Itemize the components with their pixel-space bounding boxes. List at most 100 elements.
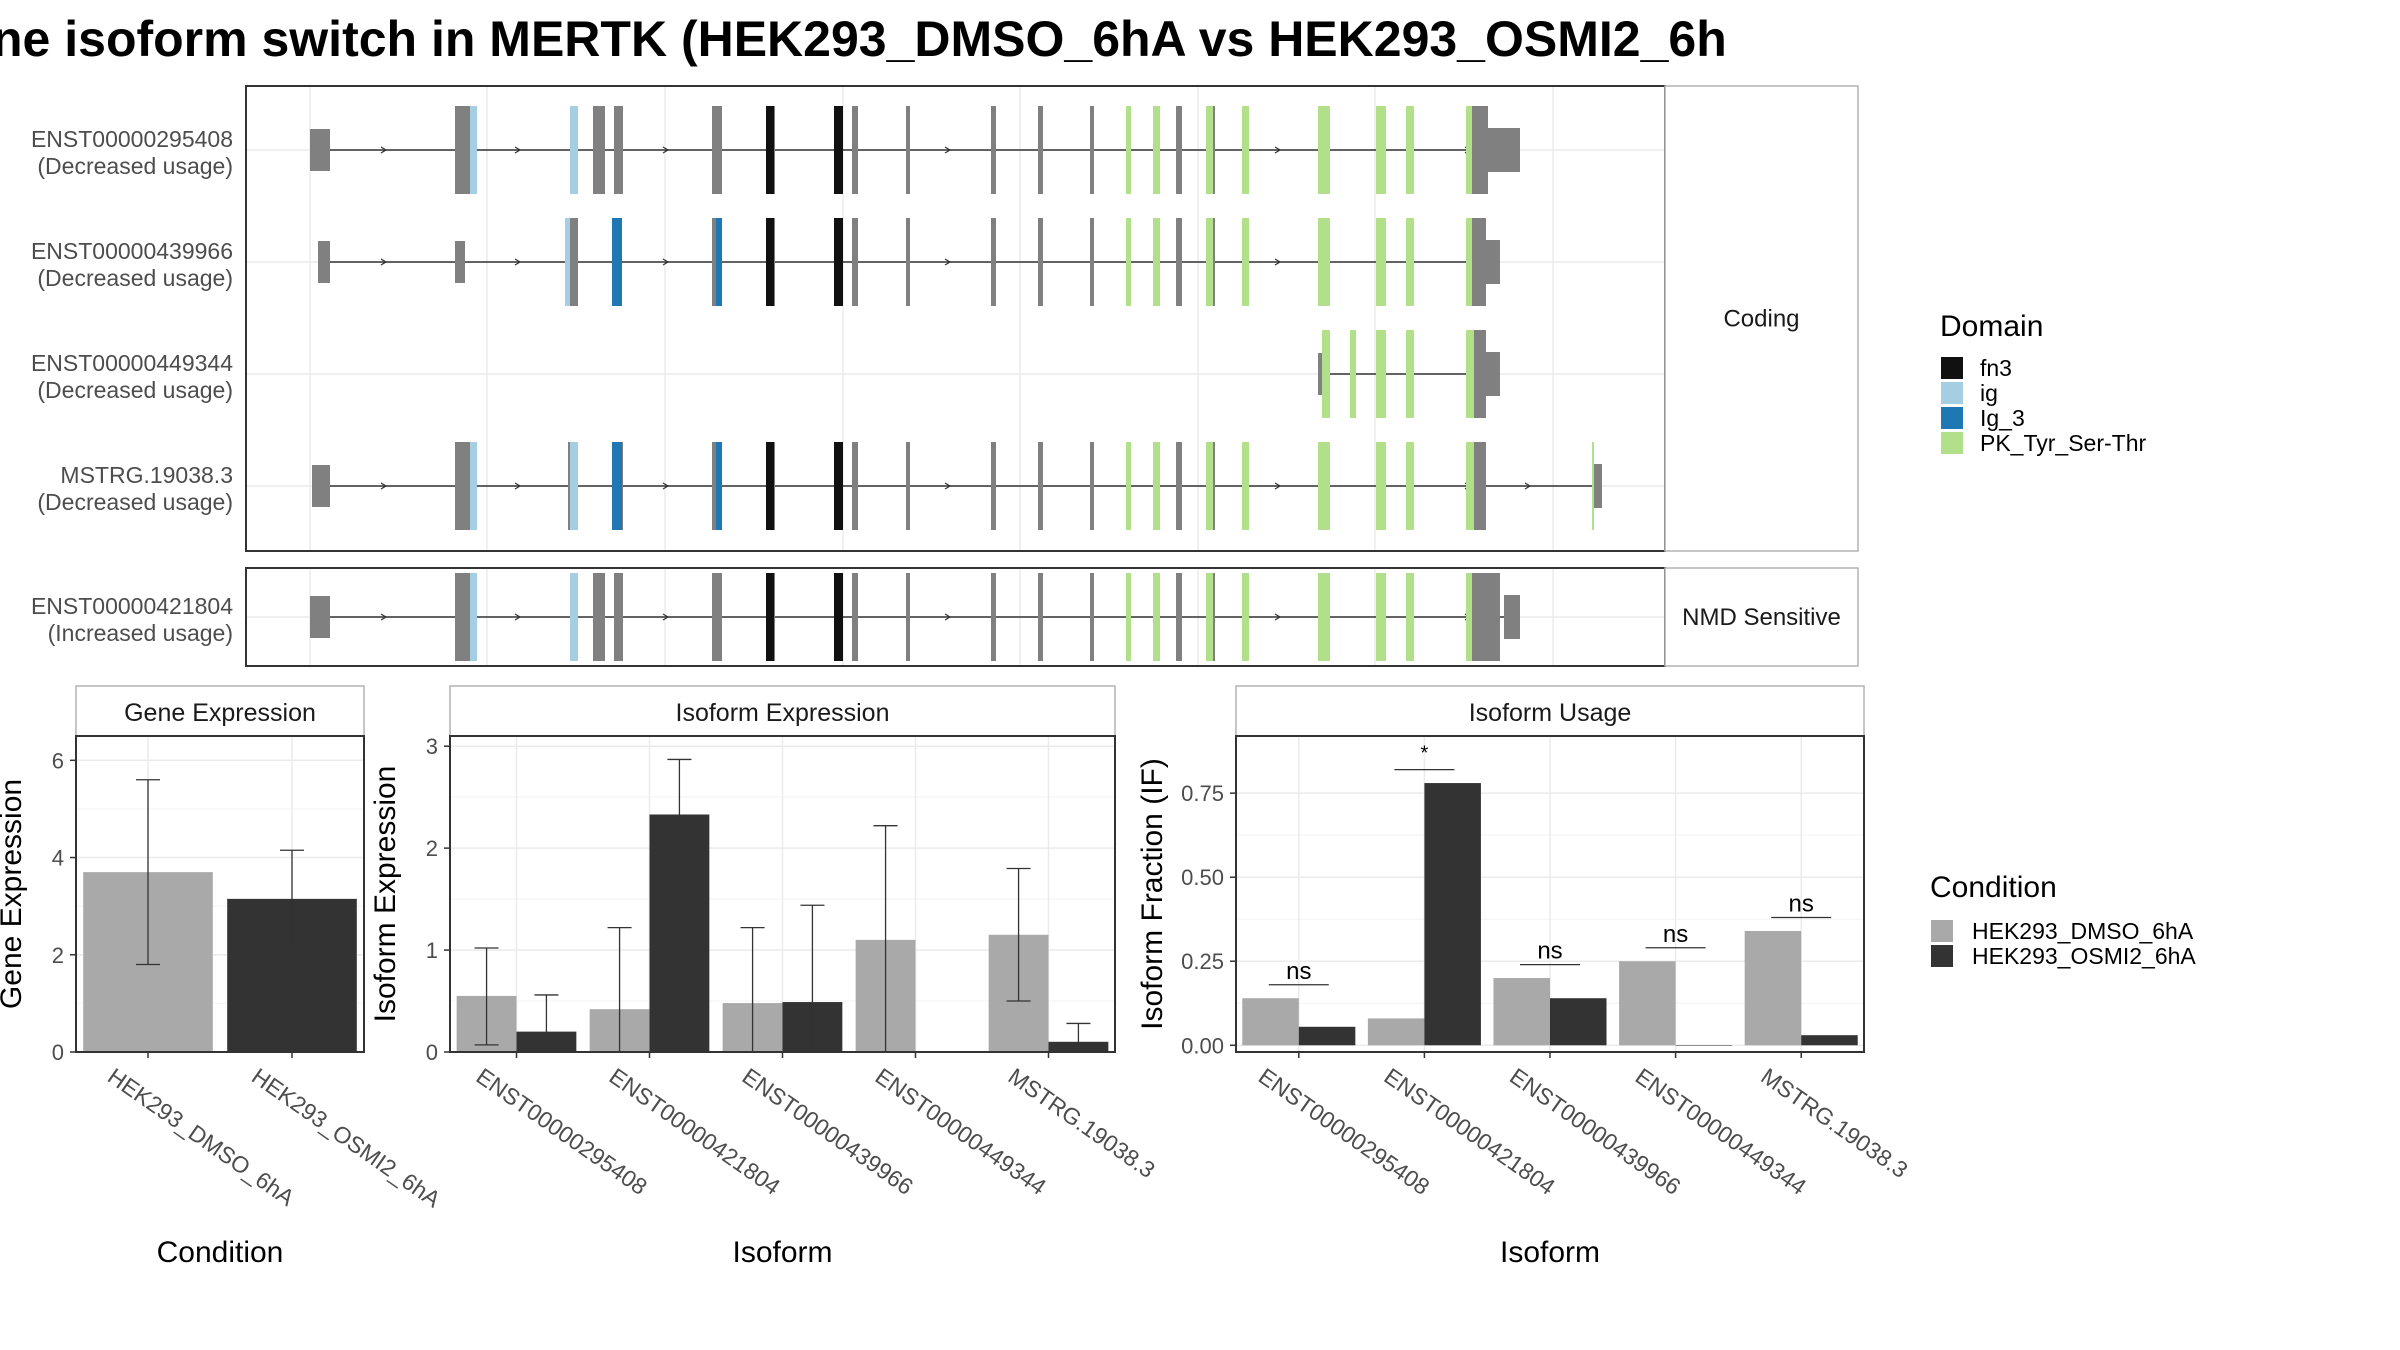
exon (1176, 218, 1182, 306)
exon (1176, 106, 1182, 194)
exon (1038, 573, 1043, 661)
x-axis-title: Condition (157, 1236, 284, 1269)
domain-region (1153, 573, 1160, 661)
y-axis-title: Gene Expression (0, 779, 28, 1009)
strand-arrow (514, 613, 522, 621)
strand-arrow (662, 146, 670, 154)
domain-region (1126, 442, 1131, 530)
y-tick-label: 1 (426, 938, 438, 963)
significance-label: * (1421, 743, 1429, 765)
chart-title: Isoform Expression (676, 699, 890, 727)
exon (614, 573, 623, 661)
bar (1801, 1035, 1858, 1046)
domain-region (1376, 573, 1386, 661)
domain-region (1466, 330, 1474, 418)
exon (906, 218, 910, 306)
exon (1318, 353, 1322, 395)
exon (1472, 442, 1486, 530)
strand-arrow (380, 482, 388, 490)
exon (593, 106, 605, 194)
exon-utr (1594, 464, 1602, 508)
domain-region (1376, 106, 1386, 194)
domain-region (565, 218, 570, 306)
bar (1424, 783, 1481, 1046)
y-tick-label: 0.50 (1181, 865, 1224, 890)
significance-label: ns (1286, 958, 1311, 985)
domain-region (766, 106, 774, 194)
track-label: ENST00000295408 (31, 126, 233, 152)
page-title: ne isoform switch in MERTK (HEK293_DMSO_… (0, 11, 1727, 67)
domain-region (766, 442, 774, 530)
domain-region (1406, 218, 1414, 306)
domain-region (470, 442, 477, 530)
domain-region (1153, 442, 1160, 530)
bar (1367, 1018, 1425, 1046)
exon-utr (1472, 218, 1486, 306)
exon (906, 442, 910, 530)
track-usage-label: (Decreased usage) (37, 153, 233, 179)
domain-region (1206, 442, 1213, 530)
domain-legend-swatch (1941, 357, 1963, 379)
strand-arrow (514, 258, 522, 266)
chart-strip (1235, 685, 1865, 737)
exon (1038, 442, 1043, 530)
condition-legend-swatch (1931, 920, 1953, 942)
strand-arrow (944, 482, 952, 490)
exon (991, 573, 996, 661)
domain-region (612, 442, 622, 530)
domain-region (1318, 218, 1330, 306)
domain-region (1322, 330, 1330, 418)
strand-arrow (944, 613, 952, 621)
strand-arrow (1524, 482, 1532, 490)
condition-legend-label: HEK293_DMSO_6hA (1972, 918, 2194, 944)
chart-panel: Isoform Expression0123ENST00000295408ENS… (369, 685, 1160, 1269)
exon (1176, 573, 1182, 661)
exon (568, 218, 578, 306)
domain-region (1376, 442, 1386, 530)
track-usage-label: (Decreased usage) (37, 377, 233, 403)
domain-region (1242, 218, 1249, 306)
domain-region (570, 106, 578, 194)
strand-arrow (1274, 146, 1282, 154)
facet-strip (1664, 567, 1859, 667)
domain-region (1466, 218, 1474, 306)
exon (1090, 218, 1094, 306)
exon (991, 442, 996, 530)
exon (455, 106, 470, 194)
strand-arrow (662, 482, 670, 490)
exon (906, 106, 910, 194)
domain-legend-label: Ig_3 (1980, 405, 2025, 431)
y-tick-label: 2 (426, 836, 438, 861)
exon (1090, 106, 1094, 194)
y-tick-label: 4 (52, 846, 64, 871)
exon (312, 465, 330, 507)
exon (1090, 442, 1094, 530)
exon (852, 106, 858, 194)
bar (1619, 961, 1676, 1046)
facet-strip (1664, 85, 1859, 552)
exon (1472, 330, 1486, 418)
exon (614, 106, 623, 194)
strand-arrow (944, 258, 952, 266)
strand-arrow (662, 613, 670, 621)
domain-region (470, 106, 477, 194)
facet-strip-label: Coding (1723, 306, 1799, 333)
domain-region (1376, 218, 1386, 306)
domain-region (1153, 106, 1160, 194)
track-usage-label: (Decreased usage) (37, 489, 233, 515)
exon (991, 106, 996, 194)
strand-arrow (944, 146, 952, 154)
domain-legend-label: PK_Tyr_Ser-Thr (1980, 430, 2146, 456)
strand-arrow (1274, 482, 1282, 490)
strand-arrow (1274, 258, 1282, 266)
bar (1675, 1045, 1733, 1046)
strand-arrow (1274, 613, 1282, 621)
domain-region (1206, 218, 1213, 306)
domain-region (1350, 330, 1356, 418)
domain-region (834, 573, 843, 661)
domain-region (1406, 330, 1414, 418)
plot-border (75, 735, 365, 1053)
